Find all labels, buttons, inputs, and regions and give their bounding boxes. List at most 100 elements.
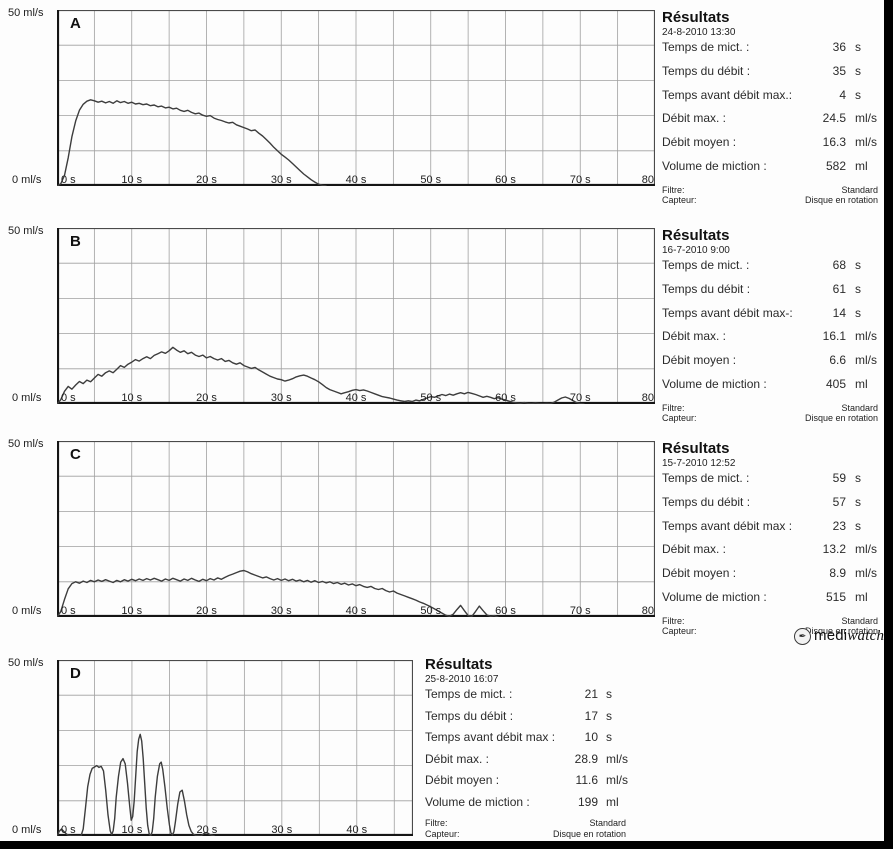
feather-pen-icon: ✒ bbox=[794, 627, 811, 645]
result-row: Débit moyen : 16.3 ml/s bbox=[662, 135, 882, 159]
results-rows: Temps de mict. :21 s Temps du débit :17 s Te… bbox=[425, 687, 630, 816]
result-row: Temps de mict. : 36 s bbox=[662, 40, 882, 64]
result-row: Débit moyen : 6.6 ml/s bbox=[662, 353, 882, 377]
meta-row: Capteur: Disque en rotation bbox=[662, 195, 882, 206]
result-label: Temps de mict. : bbox=[662, 471, 750, 485]
result-row: Temps avant débit max : 23 s bbox=[662, 519, 882, 543]
result-value: 199 bbox=[577, 794, 598, 809]
result-unit: ml/s bbox=[855, 566, 877, 581]
result-value: 13.2 bbox=[822, 542, 846, 557]
result-unit: s bbox=[855, 281, 861, 296]
result-value: 515 bbox=[825, 589, 846, 604]
meta-label: Filtre: bbox=[425, 818, 448, 828]
result-value: 17 bbox=[584, 708, 598, 723]
y-axis-max-label: 50 ml/s bbox=[8, 657, 44, 669]
result-value: 57 bbox=[832, 494, 846, 509]
result-row: Temps du débit : 35 s bbox=[662, 64, 882, 88]
result-value: 11.6 bbox=[575, 773, 598, 787]
y-axis-max-label: 50 ml/s bbox=[8, 225, 44, 237]
result-unit: ml bbox=[855, 376, 868, 391]
result-value: 36 bbox=[832, 40, 846, 54]
y-axis-min-label: 0 ml/s bbox=[12, 174, 42, 186]
results-title: Résultats bbox=[662, 9, 730, 26]
meta-row: Filtre: Standard bbox=[662, 403, 882, 414]
meta-value: Standard bbox=[841, 402, 878, 413]
result-value: 16.1 bbox=[822, 329, 846, 344]
meta-label: Capteur: bbox=[425, 828, 460, 839]
result-value: 35 bbox=[832, 63, 846, 78]
result-value: 10 bbox=[584, 730, 598, 744]
meta-row: Capteur: Disque en rotation bbox=[662, 626, 882, 637]
result-row: Débit max. : 28.9 ml/s bbox=[425, 752, 630, 774]
result-unit: s bbox=[606, 687, 612, 701]
result-row: Débit moyen : 11.6 ml/s bbox=[425, 773, 630, 795]
result-row: Débit max. : 24.5 ml/s bbox=[662, 111, 882, 135]
results-datetime: 25-8-2010 16:07 bbox=[425, 674, 499, 685]
scan-edge-right bbox=[884, 0, 893, 849]
result-unit: ml/s bbox=[855, 542, 877, 557]
result-row: Temps avant débit max : 10 s bbox=[425, 730, 630, 752]
meta-row: Filtre: Standard bbox=[662, 616, 882, 627]
result-label: Temps du débit : bbox=[662, 281, 751, 296]
result-value: 16.3 bbox=[822, 135, 846, 150]
result-value: 59 bbox=[832, 471, 846, 485]
results-panel-c: Résultats 15-7-2010 12:52 Temps de mict.… bbox=[662, 441, 882, 637]
result-label: Temps du débit : bbox=[662, 63, 751, 78]
results-panel-b: Résultats 16-7-2010 9:00 Temps de mict. … bbox=[662, 228, 882, 424]
meta-value: Standard bbox=[841, 184, 878, 195]
results-datetime: 16-7-2010 9:00 bbox=[662, 245, 730, 256]
result-label: Débit max. : bbox=[425, 751, 490, 766]
results-meta: Filtre: Standard Capteur: Disque en rotatio… bbox=[662, 616, 882, 637]
result-label: Volume de miction : bbox=[662, 376, 767, 391]
results-panel-d: Résultats 25-8-2010 16:07 Temps de mict.… bbox=[425, 657, 630, 839]
result-unit: ml/s bbox=[855, 329, 877, 344]
result-value: 24.5 bbox=[822, 111, 846, 126]
brand-name-italic: watch bbox=[847, 628, 885, 644]
result-label: Volume de miction : bbox=[662, 589, 767, 604]
brand-name: mediwatch bbox=[814, 627, 884, 645]
result-row: Débit moyen : 8.9 ml/s bbox=[662, 566, 882, 590]
chart-letter: B bbox=[70, 233, 81, 250]
result-unit: s bbox=[855, 63, 861, 78]
flow-chart-d: D 0 s 10 s 20 s 30 s 40 s bbox=[57, 660, 413, 836]
flow-chart-c: C 0 s 10 s 20 s 30 s 40 s 50 s 60 s 70 s 80 bbox=[57, 441, 655, 617]
result-unit: ml/s bbox=[855, 135, 877, 150]
result-value: 8.9 bbox=[829, 566, 846, 581]
result-unit: ml bbox=[606, 794, 619, 809]
result-label: Débit max. : bbox=[662, 111, 727, 126]
meta-label: Filtre: bbox=[662, 184, 685, 195]
result-unit: s bbox=[855, 40, 861, 54]
result-row: Volume de miction : 199 ml bbox=[425, 795, 630, 817]
meta-value: Disque en rotation bbox=[804, 413, 878, 424]
chart-letter: D bbox=[70, 665, 81, 682]
results-title: Résultats bbox=[662, 440, 730, 457]
results-meta: Filtre: Standard Capteur: Disque en rotatio… bbox=[425, 818, 630, 839]
y-axis-max-label: 50 ml/s bbox=[8, 438, 44, 450]
results-title: Résultats bbox=[662, 227, 730, 244]
result-label: Débit moyen : bbox=[425, 773, 500, 787]
result-value: 23 bbox=[832, 518, 846, 533]
result-value: 68 bbox=[832, 258, 846, 272]
result-value: 4 bbox=[839, 87, 846, 102]
results-meta: Filtre: Standard Capteur: Disque en rotatio… bbox=[662, 403, 882, 424]
y-axis-min-label: 0 ml/s bbox=[12, 824, 42, 836]
result-label: Temps avant débit max-: bbox=[662, 305, 793, 320]
result-unit: s bbox=[855, 518, 861, 533]
result-label: Temps avant débit max : bbox=[425, 730, 556, 744]
y-axis-max-label: 50 ml/s bbox=[8, 7, 44, 19]
flow-trace-svg bbox=[57, 441, 655, 617]
result-value: 405 bbox=[825, 376, 846, 391]
meta-value: Standard bbox=[841, 615, 878, 626]
result-unit: ml/s bbox=[606, 751, 628, 766]
flow-chart-b: B 0 s 10 s 20 s 30 s 40 s 50 s 60 s 70 s 80 bbox=[57, 228, 655, 404]
result-row: Volume de miction : 582 ml bbox=[662, 159, 882, 183]
results-meta: Filtre: Standard Capteur: Disque en rotatio… bbox=[662, 185, 882, 206]
result-label: Débit moyen : bbox=[662, 566, 737, 581]
result-label: Temps avant débit max.: bbox=[662, 87, 793, 102]
result-label: Débit max. : bbox=[662, 542, 727, 557]
result-unit: s bbox=[606, 730, 612, 744]
brand-name-regular: medi bbox=[814, 627, 848, 644]
meta-label: Filtre: bbox=[662, 402, 685, 413]
meta-value: Disque en rotation bbox=[552, 828, 626, 839]
